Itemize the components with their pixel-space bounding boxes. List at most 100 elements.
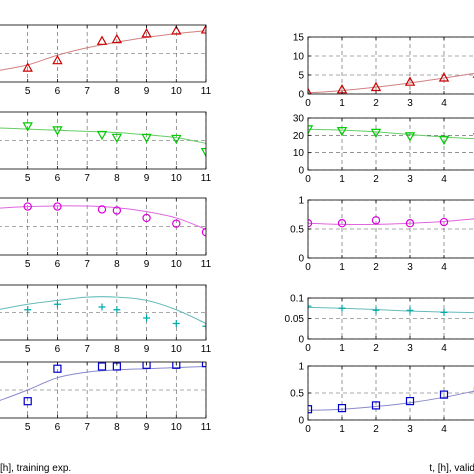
data-point [52, 126, 63, 136]
axes-frame [307, 117, 474, 171]
data-point [337, 218, 347, 228]
y-tick-label: 5 [298, 71, 304, 82]
x-tick-label: 1 [339, 424, 345, 435]
x-tick-label: 9 [144, 259, 150, 270]
grid-lines [308, 366, 474, 420]
panels: 5 6 7 8 9 10 115 6 7 8 9 10 115 6 7 8 9 10 115 6 7 8 9 10 115 6 7 8… [0, 24, 474, 435]
x-tick-label: 4 [441, 424, 447, 435]
data-point [308, 219, 313, 228]
data-point [308, 125, 314, 135]
y-tick-label: 0.1 [290, 294, 304, 305]
data-point [172, 320, 180, 327]
x-tick-label: 7 [84, 86, 90, 97]
model-curve [0, 365, 206, 401]
x-tick-label: 9 [144, 86, 150, 97]
chart-panel-left-3: 5 6 7 8 9 10 11 [0, 197, 212, 270]
x-tick-label: 1 [339, 343, 345, 354]
data-point [53, 364, 62, 373]
y-tick-label: 0 [298, 254, 304, 265]
data-point [405, 397, 415, 406]
y-tick-label: 0.05 [285, 314, 305, 325]
data-point [405, 218, 415, 228]
axes-frame [307, 36, 474, 95]
data-point [438, 135, 450, 146]
x-tick-label: 5 [25, 86, 31, 97]
y-tick-label: 10 [293, 52, 305, 63]
series-group [308, 386, 474, 414]
x-tick-label: 6 [55, 86, 61, 97]
x-tick-label: 4 [441, 98, 447, 109]
data-point [372, 306, 380, 314]
x-tick-label: 11 [201, 173, 212, 184]
x-tick-label: 2 [373, 343, 379, 354]
series-group [0, 296, 206, 330]
data-point [371, 401, 381, 410]
chart-panel-left-2: 5 6 7 8 9 10 11 [0, 111, 212, 184]
x-tick-label: 0 [305, 262, 311, 273]
data-point [112, 206, 122, 215]
series-group [0, 362, 206, 406]
x-tick-label: 9 [144, 173, 150, 184]
x-tick-label: 2 [373, 98, 379, 109]
x-tick-label: 0 [305, 174, 311, 185]
x-tick-label: 8 [114, 173, 120, 184]
x-axis-label-left: [h], training exp. [0, 463, 71, 474]
axes-frame [0, 111, 207, 170]
x-tick-label: 10 [171, 422, 183, 433]
chart-panel-right-3: 0 1 2 3 4 0 0.5 1 [290, 196, 474, 273]
axes-frame [0, 284, 207, 341]
y-tick-label: 0 [298, 166, 304, 177]
data-point [337, 404, 347, 413]
x-tick-label: 11 [201, 344, 212, 355]
data-point [52, 54, 63, 65]
data-point [371, 216, 381, 225]
y-tick-label: 30 [293, 114, 305, 125]
axes-frame [0, 361, 207, 419]
chart-panel-right-5: 0 1 2 3 4 0 0.5 1 [290, 362, 474, 435]
data-point [404, 76, 416, 86]
grid-lines [308, 37, 474, 94]
data-point [111, 33, 123, 44]
data-point [439, 217, 449, 227]
data-point [113, 306, 121, 314]
x-tick-label: 7 [84, 344, 90, 355]
y-tick-label: 0 [298, 416, 304, 427]
data-point [22, 62, 33, 72]
x-tick-label: 10 [171, 344, 183, 355]
x-tick-label: 1 [339, 262, 345, 273]
x-tick-label: 0 [305, 98, 311, 109]
x-tick-label: 0 [305, 424, 311, 435]
data-point [370, 128, 382, 139]
data-point [202, 322, 206, 330]
y-tick-label: 15 [293, 33, 305, 44]
y-tick-label: 10 [293, 148, 305, 159]
data-point [98, 303, 106, 311]
axes-frame [0, 197, 207, 256]
x-tick-label: 7 [84, 173, 90, 184]
x-tick-label: 6 [55, 422, 61, 433]
x-tick-label: 6 [55, 259, 61, 270]
x-tick-label: 6 [55, 173, 61, 184]
x-tick-label: 1 [339, 174, 345, 185]
x-tick-label: 1 [339, 98, 345, 109]
chart-panel-right-1: 0 1 2 3 4 0 5 10 15 [293, 33, 474, 109]
data-point [201, 362, 206, 368]
data-point [200, 25, 206, 34]
series-group [308, 302, 474, 316]
chart-panel-left-4: 5 6 7 8 9 10 11 [0, 284, 212, 355]
x-tick-label: 7 [84, 422, 90, 433]
data-point [142, 362, 151, 369]
x-tick-label: 8 [114, 259, 120, 270]
data-point [96, 35, 108, 45]
x-tick-label: 5 [25, 344, 31, 355]
chart-panel-left-5: 5 6 7 8 9 10 11 [0, 361, 212, 433]
x-tick-label: 11 [201, 86, 212, 97]
x-tick-label: 3 [407, 343, 413, 354]
x-tick-label: 3 [407, 174, 413, 185]
x-tick-label: 7 [84, 259, 90, 270]
x-tick-label: 3 [407, 424, 413, 435]
data-point [336, 127, 348, 137]
grid-lines [0, 112, 206, 169]
